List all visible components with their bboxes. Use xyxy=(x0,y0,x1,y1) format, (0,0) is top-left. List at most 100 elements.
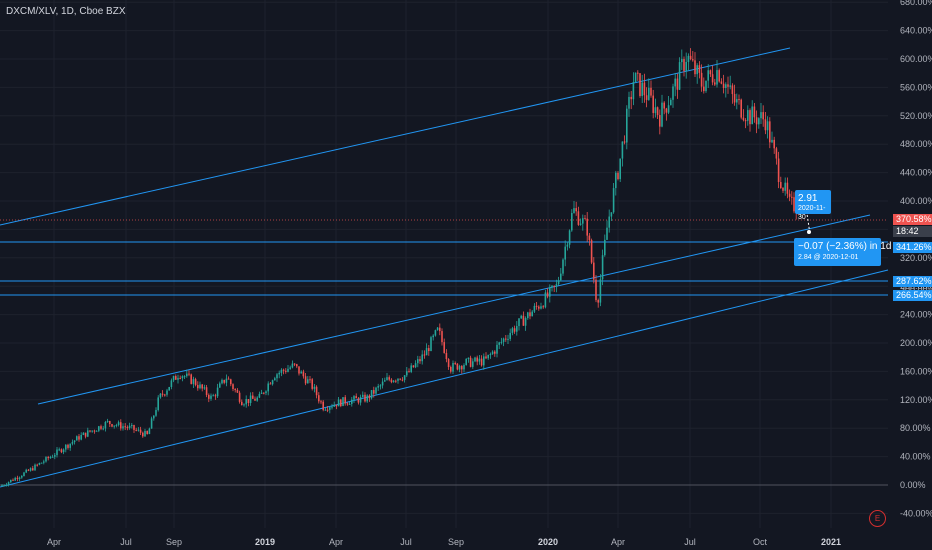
candle-body xyxy=(315,386,318,396)
candle-body xyxy=(148,428,151,435)
candle-body xyxy=(368,395,371,399)
candle-body xyxy=(498,342,500,345)
trend-channel[interactable] xyxy=(0,47,889,488)
candle-body xyxy=(307,379,309,384)
candle-body xyxy=(346,403,349,405)
candle-body xyxy=(333,404,335,407)
candle-body xyxy=(78,436,80,440)
candle-body xyxy=(648,87,650,100)
candle-body xyxy=(322,401,324,410)
candle-body xyxy=(276,374,278,379)
candle-body xyxy=(139,429,142,433)
candle-body xyxy=(56,449,58,456)
trendline-upper[interactable] xyxy=(0,47,791,226)
candle-body xyxy=(502,338,505,342)
candle-body xyxy=(766,121,769,131)
axis-label-x: Apr xyxy=(329,537,343,547)
candle-body xyxy=(335,404,338,407)
candle-body xyxy=(36,464,38,466)
candle-body xyxy=(524,318,527,326)
candle-body xyxy=(318,395,320,402)
candle-body xyxy=(14,477,16,481)
candle-body xyxy=(447,359,450,367)
candle-body xyxy=(5,484,8,486)
candle-body xyxy=(38,463,41,465)
candle-body xyxy=(516,326,518,332)
candle-body xyxy=(287,368,289,372)
candle-body xyxy=(665,108,668,113)
axis-label-y: 400.00% xyxy=(900,196,932,206)
candle-body xyxy=(212,395,214,397)
candle-body xyxy=(661,102,663,127)
candle-body xyxy=(410,365,412,373)
candle-body xyxy=(791,196,793,198)
candle-body xyxy=(106,421,109,423)
candle-body xyxy=(289,367,291,369)
candle-body xyxy=(747,110,749,121)
candle-body xyxy=(487,354,489,359)
axis-label-y: 560.00% xyxy=(900,82,932,92)
candle-body xyxy=(47,457,49,459)
candle-body xyxy=(406,371,408,376)
time-axis[interactable]: Apr Jul Sep 2019 Apr Jul Sep 2020 Apr Jul Oct 2021 xyxy=(47,537,841,547)
candle-body xyxy=(441,331,443,343)
measure-end-handle[interactable] xyxy=(807,230,811,234)
measure-tooltip-start: 2.91 2020-11-30 xyxy=(795,190,831,221)
candle-body xyxy=(685,61,687,71)
candle-body xyxy=(373,390,375,394)
candle-body xyxy=(670,99,672,106)
candle-body xyxy=(749,110,751,125)
candle-body xyxy=(274,378,276,381)
tooltip-date: 2020-11-30 xyxy=(798,205,826,221)
candle-body xyxy=(659,115,661,127)
axis-label-x: Apr xyxy=(47,537,61,547)
candle-body xyxy=(425,348,428,356)
candle-body xyxy=(709,70,712,75)
candle-body xyxy=(595,279,597,301)
candle-body xyxy=(271,380,274,385)
candle-body xyxy=(362,394,364,397)
candle-body xyxy=(718,70,720,82)
candle-body xyxy=(480,358,483,366)
candle-body xyxy=(219,383,221,388)
candle-body xyxy=(128,425,131,428)
candle-body xyxy=(546,292,549,297)
candle-body xyxy=(170,380,173,387)
candle-body xyxy=(291,363,294,368)
candle-body xyxy=(82,432,85,435)
candle-body xyxy=(643,82,646,96)
candle-body xyxy=(663,102,665,109)
candle-body xyxy=(445,352,448,360)
events-button[interactable]: E xyxy=(869,510,886,527)
candle-body xyxy=(183,376,186,378)
candle-body xyxy=(617,172,619,180)
candle-body xyxy=(337,399,340,407)
price-axis[interactable]: 680.00% 640.00% 600.00% 560.00% 520.00% 480.0… xyxy=(900,0,932,518)
candle-body xyxy=(73,440,76,443)
candle-body xyxy=(27,469,30,471)
candle-body xyxy=(62,449,65,453)
trendline-middle[interactable] xyxy=(37,214,871,405)
candle-body xyxy=(483,356,485,366)
candle-body xyxy=(518,318,520,327)
candle-body xyxy=(755,117,758,125)
candle-body xyxy=(727,84,729,87)
candle-body xyxy=(784,182,786,191)
candle-body xyxy=(557,280,560,285)
candle-body xyxy=(535,305,538,307)
candle-body xyxy=(705,80,707,92)
candle-body xyxy=(731,85,734,95)
candle-body xyxy=(577,211,580,225)
candle-body xyxy=(656,107,659,116)
candle-body xyxy=(197,385,199,389)
candle-body xyxy=(450,366,452,372)
candle-body xyxy=(216,387,219,397)
trendline-lower[interactable] xyxy=(0,269,889,488)
candle-body xyxy=(29,468,32,471)
symbol-title[interactable]: DXCM/XLV, 1D, Cboe BZX xyxy=(6,6,126,17)
candle-body xyxy=(51,456,54,458)
candle-body xyxy=(408,371,410,373)
candle-body xyxy=(302,371,305,377)
price-tag: 266.54% xyxy=(893,290,932,301)
